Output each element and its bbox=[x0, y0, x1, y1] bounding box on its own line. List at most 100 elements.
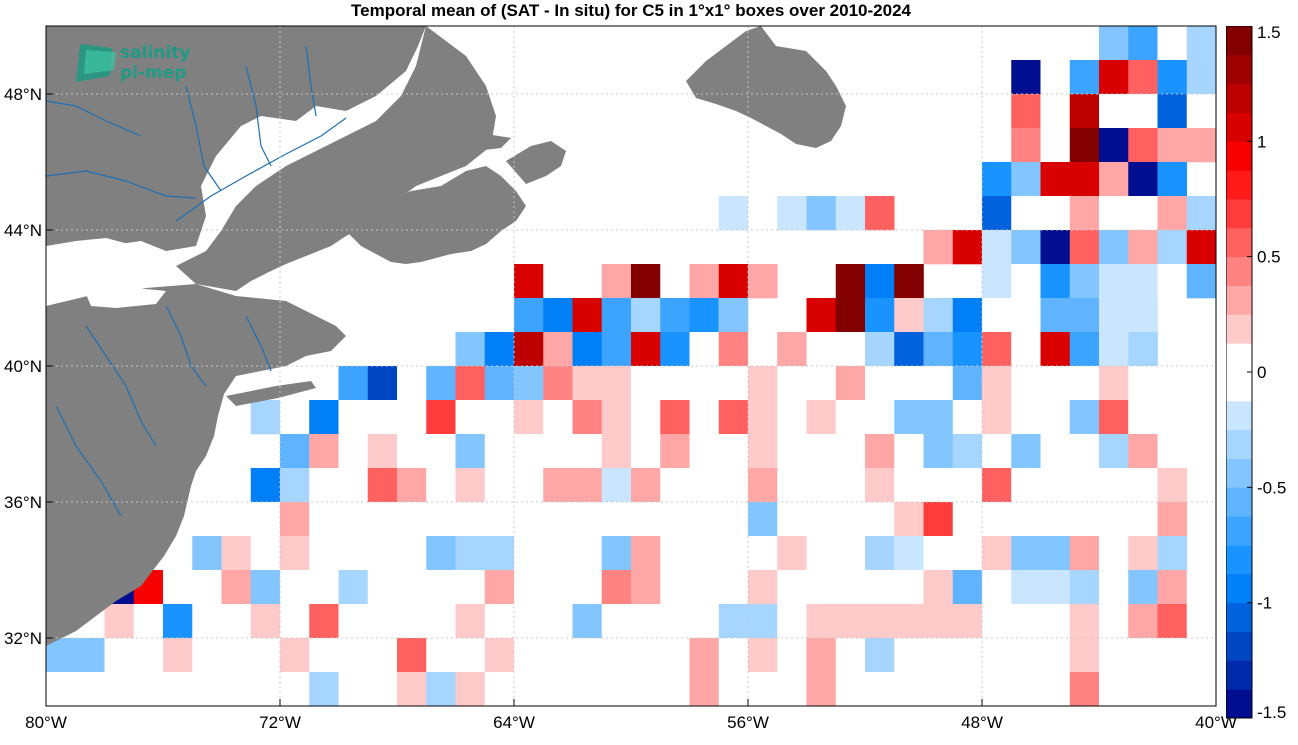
anomaly-cell bbox=[1128, 400, 1158, 435]
anomaly-cell bbox=[426, 400, 456, 435]
anomaly-cell bbox=[718, 434, 749, 469]
x-tick-label: 64°W bbox=[493, 713, 535, 732]
anomaly-cell bbox=[806, 298, 837, 333]
anomaly-cell bbox=[1069, 128, 1100, 163]
anomaly-cell bbox=[689, 264, 720, 299]
anomaly-cell bbox=[484, 366, 515, 401]
anomaly-cell bbox=[572, 264, 603, 299]
anomaly-cell bbox=[835, 264, 866, 299]
anomaly-cell bbox=[718, 298, 749, 333]
anomaly-cell bbox=[1040, 468, 1071, 503]
anomaly-cell bbox=[1099, 230, 1129, 265]
anomaly-cell bbox=[835, 570, 866, 605]
anomaly-cell bbox=[1069, 434, 1100, 469]
north-america-land bbox=[46, 26, 496, 646]
anomaly-cell bbox=[689, 332, 720, 367]
anomaly-cell bbox=[514, 502, 544, 537]
salinity-pimep-logo: salinity pi-mep bbox=[72, 40, 212, 95]
anomaly-cell bbox=[865, 672, 895, 707]
colorbar-level bbox=[1226, 54, 1252, 85]
anomaly-cell bbox=[221, 502, 252, 537]
anomaly-cell bbox=[1040, 434, 1071, 469]
anomaly-cell bbox=[1011, 638, 1041, 673]
anomaly-cell bbox=[309, 672, 339, 707]
anomaly-cell bbox=[397, 366, 427, 401]
anomaly-cell bbox=[952, 638, 983, 673]
anomaly-cell bbox=[455, 672, 486, 707]
anomaly-cell bbox=[982, 196, 1012, 231]
anomaly-cell bbox=[338, 366, 369, 401]
anomaly-cell bbox=[163, 604, 193, 639]
anomaly-cell bbox=[1040, 332, 1071, 367]
anomaly-cell bbox=[543, 264, 573, 299]
anomaly-cell bbox=[572, 502, 603, 537]
colorbar-level bbox=[1226, 689, 1252, 719]
colorbar-level bbox=[1226, 429, 1252, 459]
anomaly-cell bbox=[1128, 196, 1158, 231]
anomaly-cell bbox=[718, 570, 749, 605]
colorbar-level bbox=[1226, 573, 1252, 604]
anomaly-cell bbox=[952, 230, 983, 265]
anomaly-cell bbox=[865, 332, 895, 367]
anomaly-cell bbox=[514, 298, 544, 333]
anomaly-cell bbox=[280, 468, 310, 503]
anomaly-cell bbox=[718, 332, 749, 367]
anomaly-cell bbox=[338, 638, 369, 673]
anomaly-cell bbox=[367, 366, 398, 401]
anomaly-cell bbox=[1069, 298, 1100, 333]
anomaly-cell bbox=[543, 502, 573, 537]
anomaly-cell bbox=[367, 536, 398, 571]
anomaly-cell bbox=[718, 672, 749, 707]
anomaly-cell bbox=[806, 366, 837, 401]
anomaly-cell bbox=[689, 434, 720, 469]
anomaly-cell bbox=[1040, 264, 1071, 299]
anomaly-cell bbox=[221, 638, 252, 673]
anomaly-cell bbox=[280, 434, 310, 469]
anomaly-cell bbox=[1069, 536, 1100, 571]
anomaly-cell bbox=[923, 570, 954, 605]
anomaly-cell bbox=[455, 604, 486, 639]
anomaly-cell bbox=[426, 604, 456, 639]
anomaly-cell bbox=[952, 400, 983, 435]
colorbar-level bbox=[1226, 170, 1252, 200]
colorbar-level bbox=[1226, 660, 1252, 690]
anomaly-cell bbox=[1069, 502, 1100, 537]
anomaly-cell bbox=[397, 400, 427, 435]
anomaly-cell bbox=[982, 332, 1012, 367]
anomaly-cell bbox=[484, 400, 515, 435]
anomaly-cell bbox=[1011, 162, 1041, 197]
anomaly-cell bbox=[952, 672, 983, 707]
colorbar-tick-label: 0.5 bbox=[1257, 248, 1281, 267]
anomaly-cell bbox=[689, 672, 720, 707]
anomaly-cell bbox=[1186, 638, 1217, 673]
anomaly-cell bbox=[1040, 196, 1071, 231]
anomaly-cell bbox=[806, 604, 837, 639]
anomaly-cell bbox=[455, 502, 486, 537]
anomaly-cell bbox=[601, 672, 632, 707]
anomaly-cell bbox=[777, 332, 807, 367]
y-tick-label: 48°N bbox=[4, 85, 42, 104]
anomaly-cell bbox=[1011, 128, 1041, 163]
x-tick-label: 80°W bbox=[25, 713, 67, 732]
anomaly-cell bbox=[777, 604, 807, 639]
x-tick-label: 56°W bbox=[727, 713, 769, 732]
anomaly-cell bbox=[894, 400, 924, 435]
anomaly-cell bbox=[689, 298, 720, 333]
anomaly-cell bbox=[192, 638, 222, 673]
anomaly-cell bbox=[923, 536, 954, 571]
anomaly-cell bbox=[1128, 672, 1158, 707]
anomaly-cell bbox=[543, 638, 573, 673]
anomaly-cell bbox=[572, 570, 603, 605]
anomaly-cell bbox=[338, 434, 369, 469]
colorbar-tick-label: 0 bbox=[1257, 363, 1266, 382]
anomaly-cell bbox=[514, 434, 544, 469]
anomaly-cell bbox=[748, 434, 778, 469]
anomaly-cell bbox=[1040, 94, 1071, 129]
anomaly-cell bbox=[397, 468, 427, 503]
anomaly-cell bbox=[865, 536, 895, 571]
anomaly-cell bbox=[835, 366, 866, 401]
anomaly-cell bbox=[514, 400, 544, 435]
map-area: 80°W 72°W 64°W 56°W 48°W 40°W 32°N 36°N 40°N 44°… bbox=[4, 25, 1298, 745]
anomaly-cell bbox=[192, 604, 222, 639]
anomaly-cell bbox=[894, 298, 924, 333]
